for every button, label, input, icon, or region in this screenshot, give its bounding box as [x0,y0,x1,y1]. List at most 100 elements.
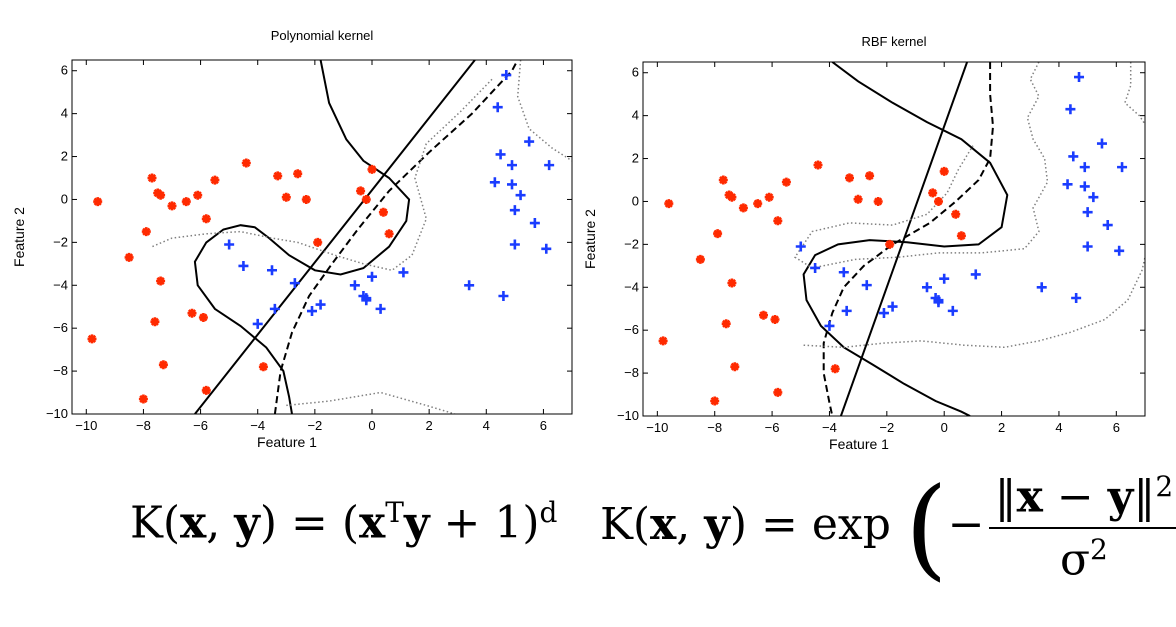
plus-point [529,218,540,229]
plus-point [224,239,235,250]
plus-point [1117,162,1128,173]
num-power: 2 [1155,470,1174,503]
plus-point [1065,104,1076,115]
x-tick-label: 6 [540,418,547,433]
plus-point [307,306,317,317]
asterisk-point [210,175,220,185]
plus-point [501,70,512,81]
plus-point [1062,179,1073,190]
y-axis-label: Feature 2 [582,209,598,269]
plus-point [238,260,249,271]
plus-point [887,301,898,312]
formula-y: y [704,499,730,551]
formula-lhs: K( [130,497,181,549]
formula-y: y [234,497,260,549]
sigma: σ [1059,534,1091,586]
asterisk-point [313,237,323,247]
y-tick-label: 2 [632,151,639,166]
asterisk-point [773,216,783,226]
plus-point [933,297,944,308]
y-tick-label: −10 [617,408,639,423]
x-tick-label: 0 [941,420,948,435]
plus-point [524,136,535,147]
plus-point [1079,162,1090,173]
asterisk-point [124,252,134,262]
norm-close: ‖ [1133,471,1156,523]
asterisk-point [87,334,97,344]
y-tick-label: 0 [632,193,639,208]
axes-frame [642,61,1146,417]
y-axis-label: Feature 2 [11,207,27,267]
plus-point [939,273,950,284]
asterisk-point [273,171,283,181]
formula-x: x [180,497,207,549]
asterisk-point [830,364,840,374]
plus-point [349,280,360,291]
formula-xt: x [359,497,386,549]
plus-point [315,299,326,310]
asterisk-point [813,160,823,170]
plus-point [489,177,500,188]
asterisk-point [718,175,728,185]
plus-point [492,102,503,113]
asterisk-point [781,177,791,187]
x-tick-label: −4 [822,420,837,435]
chart-title: Polynomial kernel [271,28,374,43]
plus-point [267,265,277,276]
plus-point [810,262,821,273]
x-axis-label: Feature 1 [257,434,317,450]
left-paren: ( [904,463,948,592]
solid-boundary-curve [194,60,476,414]
asterisk-point [356,186,366,196]
y-tick-label: −4 [53,277,68,292]
formula-fraction: ‖x − y‖2 σ2 [988,470,1176,586]
plus-point [795,241,806,252]
y-tick-label: −6 [53,320,68,335]
plus-point [1082,241,1093,252]
polynomial-kernel-formula: K(x, y) = (xTy + 1)d [130,496,557,549]
plus-point [541,243,552,254]
axes-frame [71,59,573,415]
formula-degree: d [539,496,558,529]
asterisk-point [156,276,166,286]
x-tick-label: −2 [307,418,322,433]
x-tick-label: −2 [879,420,894,435]
asterisk-point [181,197,191,207]
plus-point [515,190,526,201]
plus-point [841,305,852,316]
plus-point [970,269,981,280]
asterisk-point [865,171,875,181]
plus-point [498,291,509,301]
dotted-boundary-curve [803,257,1145,349]
asterisk-point [956,231,966,241]
plus-point [361,295,372,306]
plus-point [1096,138,1107,149]
y-tick-label: −2 [624,236,639,251]
asterisk-point [193,190,203,200]
asterisk-point [293,169,303,179]
asterisk-point [738,203,748,213]
y-tick-label: −8 [624,365,639,380]
formula-plus-one: + 1) [429,497,540,549]
num-x: x [1016,471,1043,523]
rbf-kernel-formula: K(x, y) = exp (−‖x − y‖2σ2) [600,470,1176,585]
asterisk-point [367,164,377,174]
asterisk-point [141,227,151,237]
plus-point [824,320,835,331]
asterisk-point [853,194,863,204]
y-tick-label: −10 [46,406,68,421]
x-tick-label: 2 [426,418,433,433]
asterisk-point [730,362,740,372]
x-tick-label: 4 [483,418,490,433]
y-tick-label: −8 [53,363,68,378]
x-tick-label: −4 [250,418,265,433]
plus-point [838,267,849,278]
x-tick-label: 6 [1113,420,1120,435]
formula-transpose: T [385,496,404,529]
plus-point [507,179,517,190]
y-tick-label: 4 [632,108,639,123]
plus-point [544,160,555,171]
asterisk-point [753,199,763,209]
asterisk-point [764,192,774,202]
y-tick-label: 4 [61,106,68,121]
